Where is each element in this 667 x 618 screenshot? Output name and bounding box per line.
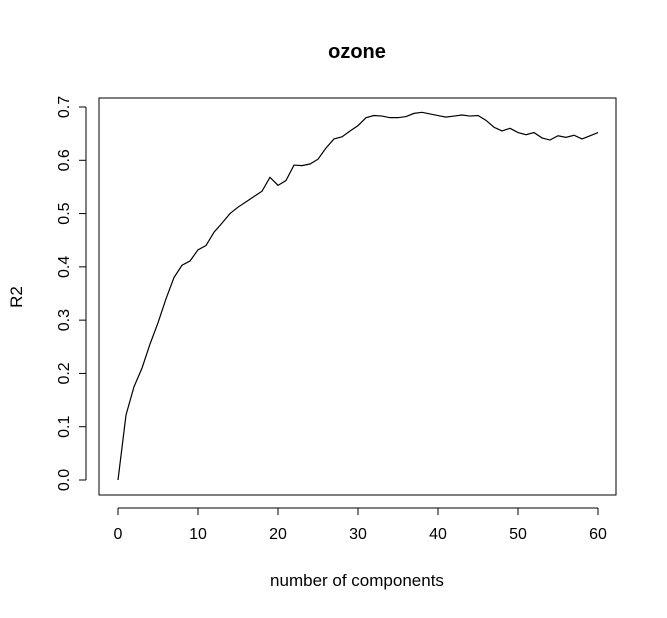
x-axis-label: number of components (270, 571, 444, 590)
y-tick-label: 0.2 (56, 362, 73, 384)
x-tick-label: 10 (189, 526, 207, 543)
x-tick-label: 50 (509, 526, 527, 543)
y-tick-label: 0.6 (56, 149, 73, 171)
series-line (117, 111, 599, 481)
y-tick-label: 0.7 (56, 96, 73, 118)
x-tick-label: 20 (269, 526, 287, 543)
x-tick-label: 60 (589, 526, 607, 543)
y-tick-label: 0.1 (56, 415, 73, 437)
plot-frame (98, 97, 617, 496)
y-tick-label: 0.0 (56, 469, 73, 491)
y-tick-label: 0.5 (56, 202, 73, 224)
x-tick-label: 0 (114, 526, 123, 543)
x-tick-label: 30 (349, 526, 367, 543)
x-axis: 0 10 20 30 40 50 60 (114, 507, 607, 543)
y-axis-label: R2 (7, 286, 26, 308)
chart-title: ozone (328, 41, 386, 63)
y-axis: 0.0 0.1 0.2 0.3 0.4 0.5 0.6 0.7 (56, 96, 87, 491)
y-tick-label: 0.3 (56, 309, 73, 331)
y-tick-label: 0.4 (56, 256, 73, 278)
x-tick-label: 40 (429, 526, 447, 543)
